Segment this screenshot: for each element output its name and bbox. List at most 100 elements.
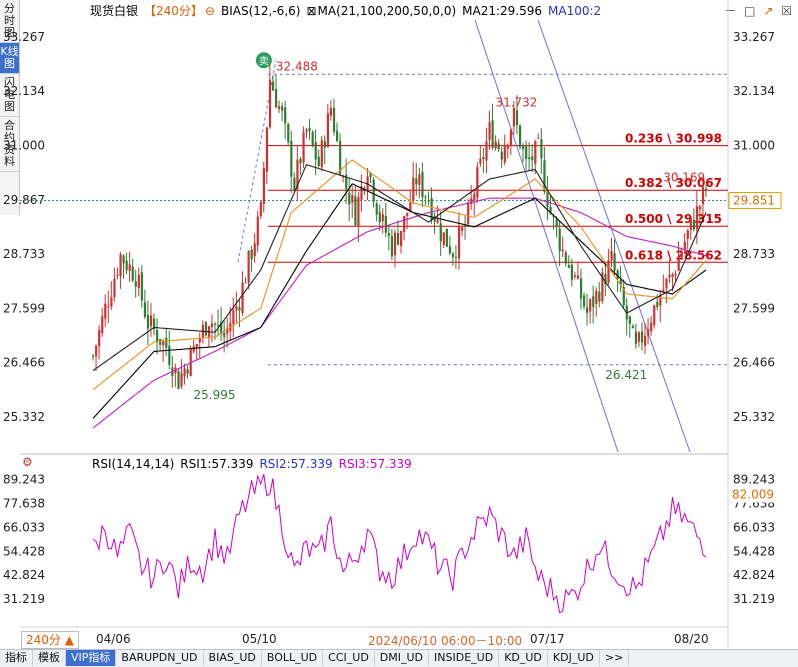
candle-body <box>479 158 482 164</box>
rsi-axis-tick: 31.219 <box>733 592 775 606</box>
candle-body <box>381 214 384 222</box>
tab-kdj[interactable]: KDJ_UD <box>548 650 600 666</box>
candle-body <box>259 202 262 217</box>
period-selector[interactable]: 240分 ▲ <box>21 631 79 649</box>
candle-body <box>461 227 464 231</box>
candle-body <box>329 108 333 116</box>
candle-body <box>247 250 250 283</box>
candle-body <box>156 330 159 343</box>
candle-body <box>104 303 107 319</box>
window-controls: － □ ↗ ☒ <box>720 2 792 19</box>
rsi-axis-tick-left: 66.033 <box>3 520 45 534</box>
candle-body <box>497 143 500 150</box>
close-icon[interactable]: ☒ <box>781 4 792 18</box>
add-indicator-icon[interactable]: ⊖ <box>204 4 215 18</box>
candle-body <box>323 141 326 148</box>
candle-body <box>613 253 616 271</box>
candle-body <box>640 331 644 343</box>
candle-body <box>268 79 272 128</box>
candle-body <box>503 146 506 163</box>
candle-body <box>634 331 638 344</box>
tab-kline[interactable]: K线图 <box>0 43 19 74</box>
rsi2-value: RSI2:57.339 <box>259 457 333 471</box>
extreme-marker-label: 25.995 <box>194 388 236 402</box>
candle-body <box>238 307 241 311</box>
candle-body <box>583 295 586 307</box>
candle-body <box>177 370 180 389</box>
rsi-axis-tick: 66.033 <box>733 520 775 534</box>
candle-body <box>162 340 165 346</box>
candle-body <box>570 264 574 280</box>
candle-body <box>119 254 122 277</box>
candle-body <box>451 253 455 258</box>
candle-body <box>522 146 525 150</box>
candle-body <box>589 299 592 312</box>
candle-body <box>293 177 296 190</box>
ma-black-line <box>92 183 707 419</box>
candle-body <box>488 122 491 140</box>
candle-body <box>152 318 156 330</box>
price-axis-tick-left: 26.466 <box>3 356 45 370</box>
tab-kd[interactable]: KD_UD <box>499 650 548 666</box>
candle-body <box>555 219 558 228</box>
tab-barupdn[interactable]: BARUPDN_UD <box>116 650 204 666</box>
maximize-icon[interactable]: □ <box>744 4 756 18</box>
tab-flash[interactable]: 闪电图 <box>0 74 19 117</box>
period-label[interactable]: 【240分】 <box>144 4 203 18</box>
tab-bias[interactable]: BIAS_UD <box>204 650 262 666</box>
candle-body <box>308 127 311 131</box>
tab-templates[interactable]: 模板 <box>33 650 66 666</box>
candle-body <box>134 281 137 287</box>
candle-body <box>579 278 583 299</box>
candle-body <box>348 192 351 205</box>
candle-body <box>454 256 458 258</box>
tab-vip-indicators[interactable]: VIP指标 <box>66 650 117 666</box>
candle-body <box>665 278 668 289</box>
extreme-marker-label: 30.169 <box>663 170 705 184</box>
candle-body <box>217 324 220 326</box>
candle-body <box>320 140 323 168</box>
rsi-current-tag <box>729 486 781 503</box>
tab-dmi[interactable]: DMI_UD <box>375 650 430 666</box>
rsi-axis-tick: 42.824 <box>733 568 775 582</box>
candle-body <box>335 130 339 141</box>
current-price-value: 29.851 <box>733 194 775 208</box>
candle-body <box>195 344 198 348</box>
date-label-4: 08/20 <box>674 632 709 646</box>
tab-more[interactable]: >> <box>600 650 630 666</box>
candle-body <box>558 228 561 252</box>
minimize-icon[interactable]: － <box>724 4 737 18</box>
candle-body <box>354 196 357 226</box>
rsi-axis-tick-left: 42.824 <box>3 568 45 582</box>
popout-icon[interactable]: ↗ <box>763 4 774 18</box>
tab-indicators[interactable]: 指标 <box>0 650 33 666</box>
candle-body <box>128 264 131 271</box>
candle-body <box>549 206 552 214</box>
candle-body <box>662 289 665 292</box>
candle-body <box>619 279 622 286</box>
candle-body <box>296 159 299 189</box>
tab-contract-info[interactable]: 合约资料 <box>0 117 19 172</box>
tab-cci[interactable]: CCI_UD <box>323 650 375 666</box>
tab-timeshare[interactable]: 分时图 <box>0 0 19 43</box>
rsi-current-value: 82.009 <box>732 488 774 502</box>
settings-gear-icon[interactable]: ⚙ <box>22 455 33 469</box>
candle-body <box>213 323 217 325</box>
candle-body <box>576 275 580 279</box>
tab-inside[interactable]: INSIDE_UD <box>429 650 500 666</box>
candle-body <box>180 373 183 387</box>
candle-body <box>595 290 598 304</box>
candle-body <box>464 225 467 227</box>
candle-body <box>531 156 534 161</box>
candle-body <box>253 243 256 257</box>
price-axis-tick-left: 25.332 <box>3 410 45 424</box>
candle-body <box>113 278 116 297</box>
candle-body <box>278 106 281 110</box>
rsi-axis-tick-left: 89.243 <box>3 473 45 487</box>
candle-body <box>674 273 677 276</box>
tab-boll[interactable]: BOLL_UD <box>262 650 324 666</box>
candle-body <box>586 307 589 313</box>
candle-body <box>390 235 394 257</box>
candle-body <box>540 139 543 159</box>
